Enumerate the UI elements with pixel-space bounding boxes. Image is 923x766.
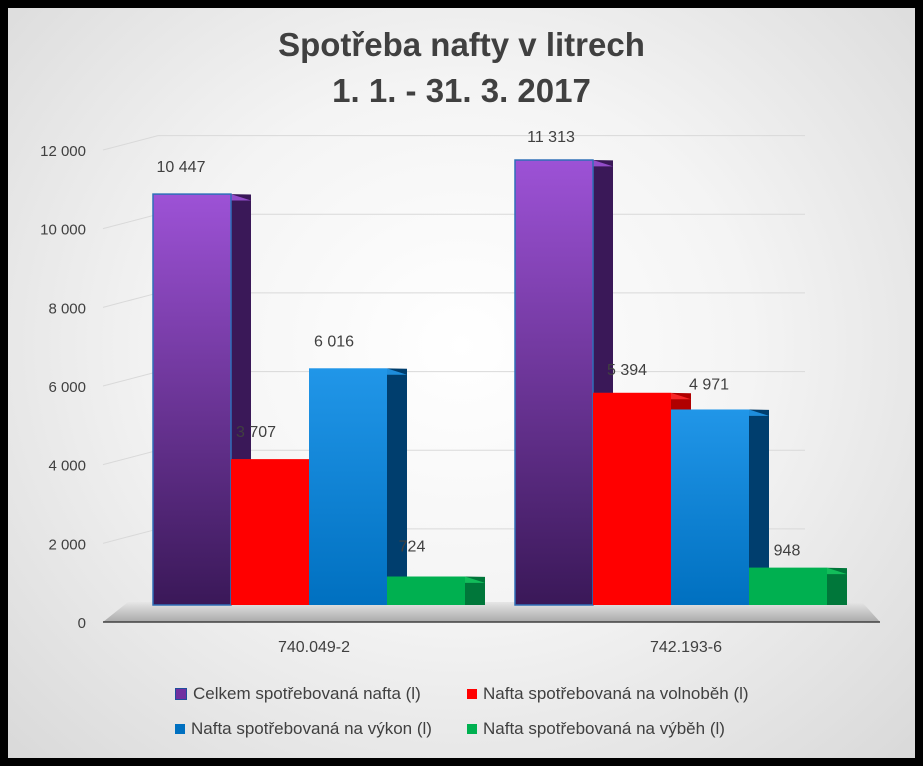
legend-swatch-volnobeh (467, 689, 477, 699)
data-label-742-193-6-nafta-spotrebovana-na-volnobeh-l: 5 394 (607, 362, 647, 379)
data-label-740-049-2-celkem-spotrebovana-nafta-l: 10 447 (157, 159, 206, 176)
legend-label-volnobeh: Nafta spotřebovaná na volnoběh (l) (483, 684, 749, 703)
data-label-740-049-2-nafta-spotrebovana-na-vybeh-l: 724 (399, 539, 426, 556)
x-tick-label-742-193-6: 742.193-6 (650, 639, 722, 656)
x-tick-label-740-049-2: 740.049-2 (278, 639, 350, 656)
bar-740-049-2-nafta-spotrebovana-na-vykon-l (309, 368, 407, 605)
data-label-740-049-2-nafta-spotrebovana-na-volnobeh-l: 3 707 (236, 424, 276, 441)
bar-side-face (827, 567, 847, 605)
y-tick-label-6: 12 000 (40, 143, 86, 160)
gridline-side-5 (102, 213, 159, 230)
legend-swatch-vykon (175, 724, 185, 734)
bar-side-face (387, 368, 407, 605)
legend-item-volnobeh: Nafta spotřebovaná na volnoběh (l) (467, 684, 749, 704)
legend-label-celkem: Celkem spotřebovaná nafta (l) (193, 684, 421, 703)
legend-label-vykon: Nafta spotřebovaná na výkon (l) (191, 719, 432, 738)
gridline-side-6 (102, 135, 159, 151)
gridline-side-3 (102, 371, 159, 387)
bar-front-face (387, 576, 465, 605)
gridline-side-1 (102, 528, 159, 544)
legend-item-celkem: Celkem spotřebovaná nafta (l) (175, 684, 421, 704)
legend-swatch-celkem (175, 688, 187, 700)
bar-front-face (152, 193, 232, 606)
chart-floor (103, 602, 880, 622)
bar-front-face (671, 409, 749, 605)
chart-title-line-2: 1. 1. - 31. 3. 2017 (332, 72, 591, 109)
y-tick-label-4: 8 000 (48, 300, 86, 317)
bar-742-193-6-nafta-spotrebovana-na-vybeh-l (749, 567, 847, 605)
chart-title-line-1: Spotřeba nafty v litrech (278, 26, 645, 63)
bar-front-face (514, 159, 594, 606)
data-label-742-193-6-nafta-spotrebovana-na-vybeh-l: 948 (774, 543, 801, 560)
data-label-740-049-2-nafta-spotrebovana-na-vykon-l: 6 016 (314, 333, 354, 350)
data-label-742-193-6-nafta-spotrebovana-na-vykon-l: 4 971 (689, 376, 729, 393)
gridline-side-4 (102, 292, 159, 308)
gridline-side-2 (102, 449, 159, 466)
bar-side-face (749, 409, 769, 605)
bar-740-049-2-nafta-spotrebovana-na-vybeh-l (387, 576, 485, 605)
legend-item-vybeh: Nafta spotřebovaná na výběh (l) (467, 719, 725, 739)
y-tick-label-1: 2 000 (48, 536, 86, 553)
y-tick-label-2: 4 000 (48, 458, 86, 475)
data-label-742-193-6-celkem-spotrebovana-nafta-l: 11 313 (527, 129, 575, 146)
bar-740-049-2-celkem-spotrebovana-nafta-l (152, 193, 251, 606)
bar-front-face (231, 459, 309, 605)
legend-label-vybeh: Nafta spotřebovaná na výběh (l) (483, 719, 725, 738)
chart-legend: Celkem spotřebovaná nafta (l) Nafta spot… (165, 676, 755, 748)
legend-swatch-vybeh (467, 724, 477, 734)
chart-title: Spotřeba nafty v litrech 1. 1. - 31. 3. … (0, 22, 923, 114)
bar-front-face (593, 392, 671, 605)
y-tick-label-0: 0 (78, 615, 86, 632)
bar-front-face (749, 567, 827, 605)
bar-front-face (309, 368, 387, 605)
bar-742-193-6-nafta-spotrebovana-na-vykon-l (671, 409, 769, 605)
y-tick-label-3: 6 000 (48, 379, 86, 396)
legend-item-vykon: Nafta spotřebovaná na výkon (l) (175, 719, 432, 739)
bar-side-face (465, 576, 485, 605)
y-tick-label-5: 10 000 (40, 222, 86, 239)
